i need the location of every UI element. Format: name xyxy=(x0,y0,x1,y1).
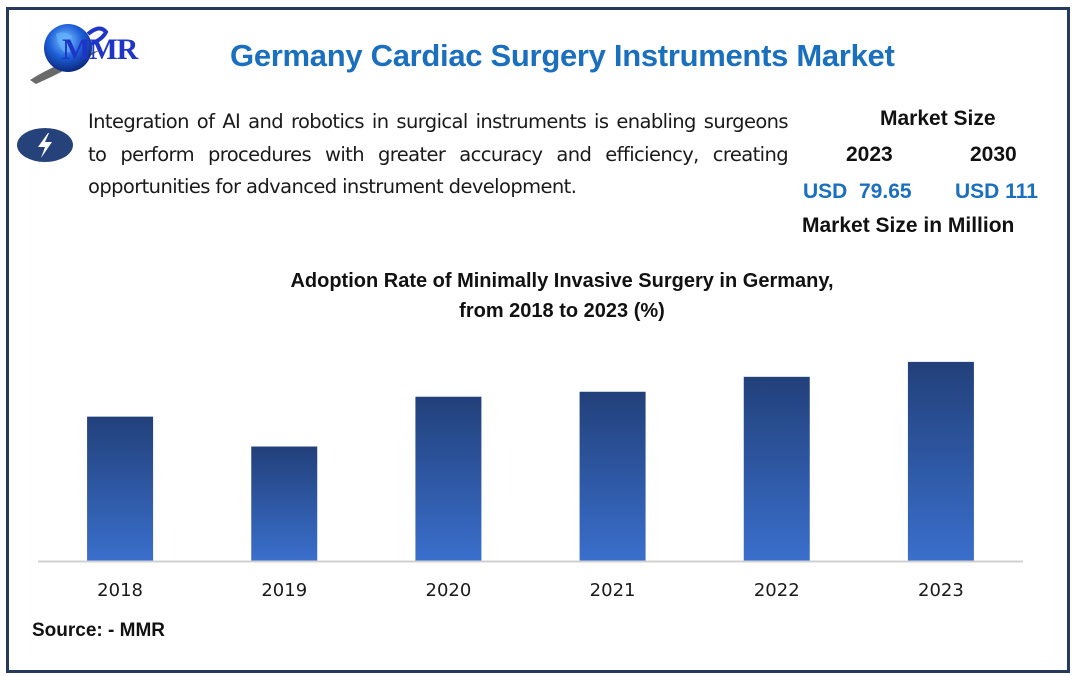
lightning-bolt-icon xyxy=(17,128,73,162)
chart-title-line-1: Adoption Rate of Minimally Invasive Surg… xyxy=(290,270,834,292)
market-size-year-end: 2030 xyxy=(970,143,1017,166)
x-tick-label-2022: 2022 xyxy=(754,580,800,601)
x-tick-label-2020: 2020 xyxy=(426,580,472,601)
x-tick-label-2019: 2019 xyxy=(261,580,307,601)
x-tick-label-2018: 2018 xyxy=(97,580,143,601)
chart-title: Adoption Rate of Minimally Invasive Surg… xyxy=(0,266,1075,326)
bar-2023 xyxy=(907,361,974,561)
insight-text: Integration of AI and robotics in surgic… xyxy=(88,110,789,198)
mmr-globe-logo-icon xyxy=(30,24,109,84)
market-size-value-start: USD 79.65 xyxy=(803,180,912,203)
x-tick-label-2021: 2021 xyxy=(590,580,636,601)
x-tick-label-2023: 2023 xyxy=(918,580,964,601)
logo-text: MMR xyxy=(62,33,138,66)
market-size-year-start: 2023 xyxy=(846,143,893,166)
bar-group xyxy=(87,361,974,561)
x-tick-labels: 2018 2019 2020 2021 2022 2023 xyxy=(97,580,964,601)
source-note: Source: - MMR xyxy=(32,620,165,641)
bar-2021 xyxy=(579,391,646,561)
bar-2018 xyxy=(87,416,154,561)
bar-2020 xyxy=(415,396,482,561)
bar-2019 xyxy=(251,446,318,561)
chart-title-line-2: from 2018 to 2023 (%) xyxy=(459,300,665,322)
page-title: Germany Cardiac Surgery Instruments Mark… xyxy=(230,38,895,73)
market-size-unit-label: Market Size in Million xyxy=(802,214,1015,237)
bar-2022 xyxy=(743,376,810,561)
market-size-value-end: USD 111 xyxy=(955,180,1038,203)
market-size-title: Market Size xyxy=(880,107,996,130)
